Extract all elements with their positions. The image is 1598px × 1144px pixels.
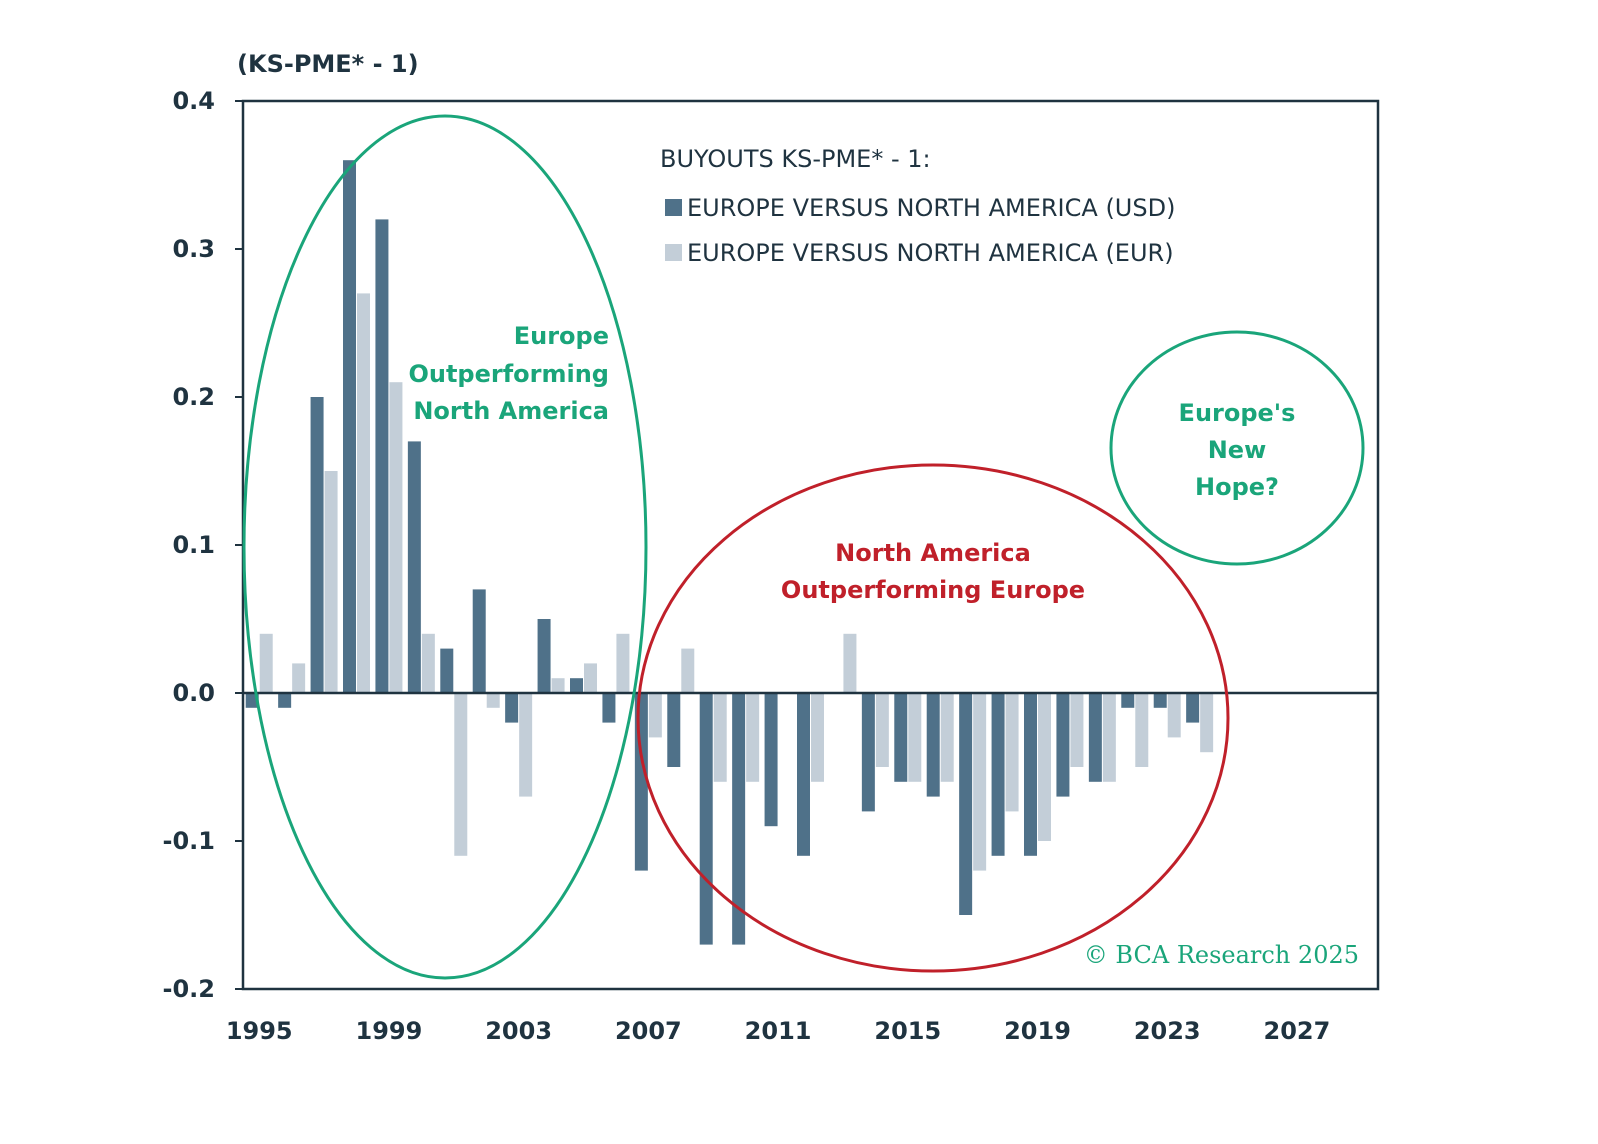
x-tick-label: 1999 [356, 1017, 423, 1045]
bar-eur-1997 [324, 471, 338, 693]
x-tick-label: 1995 [226, 1017, 293, 1045]
legend-swatch-usd [665, 199, 682, 216]
bar-usd-2017 [959, 693, 973, 915]
bar-eur-2002 [486, 693, 500, 708]
bar-eur-2009 [713, 693, 727, 782]
bar-eur-2019 [1038, 693, 1051, 841]
bar-eur-1996 [292, 663, 306, 693]
hope-annotation-line-1: Europe's [1179, 399, 1296, 427]
y-axis-label: (KS-PME* - 1) [237, 50, 419, 78]
bar-usd-1997 [310, 397, 324, 693]
na-annotation-line-1: North America [835, 539, 1031, 567]
bar-usd-2002 [472, 589, 486, 693]
bar-eur-2007 [648, 693, 662, 738]
bar-eur-2005 [584, 663, 597, 693]
bar-usd-2004 [537, 619, 551, 693]
y-tick-label: 0.2 [172, 383, 215, 411]
x-tick-label: 2015 [874, 1017, 941, 1045]
bar-usd-1999 [375, 219, 389, 693]
bar-eur-2001 [454, 693, 468, 856]
bar-eur-2024 [1200, 693, 1214, 753]
bar-eur-1995 [259, 633, 273, 693]
bar-usd-2012 [797, 693, 810, 856]
y-tick-label: 0.0 [172, 679, 215, 707]
legend-title: BUYOUTS KS-PME* - 1: [660, 145, 931, 173]
bar-eur-2010 [746, 693, 760, 782]
europe-annotation-line-3: North America [413, 397, 609, 425]
north-america-ellipse [636, 463, 1230, 973]
x-tick-label: 2011 [745, 1017, 812, 1045]
bar-usd-2019 [1024, 693, 1037, 856]
x-tick-label: 2019 [1004, 1017, 1071, 1045]
legend-swatch-eur [665, 244, 682, 261]
bar-eur-2008 [681, 648, 695, 693]
x-tick-label: 2023 [1134, 1017, 1201, 1045]
bar-eur-2012 [811, 693, 824, 782]
hope-annotation-line-3: Hope? [1195, 473, 1279, 501]
y-tick-label: -0.1 [163, 827, 215, 855]
y-tick-label: -0.2 [163, 975, 215, 1003]
x-tick-label: 2007 [615, 1017, 682, 1045]
bar-eur-2015 [908, 693, 922, 782]
bar-usd-2023 [1153, 693, 1167, 708]
bar-usd-1998 [343, 160, 356, 693]
legend-label-eur: EUROPE VERSUS NORTH AMERICA (EUR) [687, 239, 1174, 267]
bar-usd-2010 [732, 693, 746, 945]
bar-usd-2006 [602, 693, 616, 723]
y-ticks: 0.4 0.3 0.2 0.1 0.0 -0.1 -0.2 [163, 87, 243, 1003]
bar-eur-2020 [1070, 693, 1084, 767]
bar-usd-2001 [440, 648, 454, 693]
bar-usd-2022 [1121, 693, 1135, 708]
europe-annotation-line-2: Outperforming [408, 360, 609, 388]
bar-usd-2018 [991, 693, 1005, 856]
x-ticks: 1995 1999 2003 2007 2011 2015 2019 2023 2027 [226, 1017, 1331, 1045]
bar-eur-2013 [843, 633, 857, 693]
bar-usd-2008 [667, 693, 681, 767]
bar-eur-2000 [421, 633, 435, 693]
x-tick-label: 2003 [485, 1017, 552, 1045]
y-tick-label: 0.1 [172, 531, 215, 559]
bar-eur-1998 [357, 293, 370, 693]
copyright: © BCA Research 2025 [1084, 941, 1359, 969]
y-tick-label: 0.4 [172, 87, 215, 115]
bar-eur-2014 [875, 693, 889, 767]
bar-usd-2016 [926, 693, 940, 797]
bar-eur-1999 [389, 382, 403, 693]
bar-usd-2020 [1056, 693, 1070, 797]
bar-usd-2021 [1088, 693, 1102, 782]
europe-annotation-line-1: Europe [514, 322, 609, 350]
bar-eur-2003 [519, 693, 533, 797]
bar-usd-1996 [278, 693, 292, 708]
bar-eur-2023 [1167, 693, 1181, 738]
bar-usd-2024 [1186, 693, 1200, 723]
bar-eur-2004 [551, 678, 565, 693]
bar-eur-2016 [940, 693, 954, 782]
bar-usd-2011 [764, 693, 778, 827]
bar-eur-2006 [616, 633, 630, 693]
hope-circle [1109, 330, 1365, 566]
bar-usd-2003 [505, 693, 519, 723]
na-annotation-line-2: Outperforming Europe [781, 576, 1085, 604]
bar-usd-2009 [699, 693, 713, 945]
bar-eur-2022 [1135, 693, 1149, 767]
bar-eur-2018 [1005, 693, 1019, 812]
x-tick-label: 2027 [1264, 1017, 1331, 1045]
legend-label-usd: EUROPE VERSUS NORTH AMERICA (USD) [687, 194, 1175, 222]
bar-eur-2017 [973, 693, 987, 871]
bar-eur-2021 [1102, 693, 1116, 782]
legend: BUYOUTS KS-PME* - 1: EUROPE VERSUS NORTH… [660, 145, 1175, 267]
bars [245, 160, 1214, 945]
bar-usd-2015 [894, 693, 908, 782]
bar-usd-2005 [570, 678, 583, 693]
y-tick-label: 0.3 [172, 235, 215, 263]
bar-usd-2000 [407, 441, 421, 693]
europe-ellipse [242, 114, 648, 980]
hope-annotation-line-2: New [1208, 436, 1267, 464]
bar-usd-2014 [861, 693, 875, 812]
